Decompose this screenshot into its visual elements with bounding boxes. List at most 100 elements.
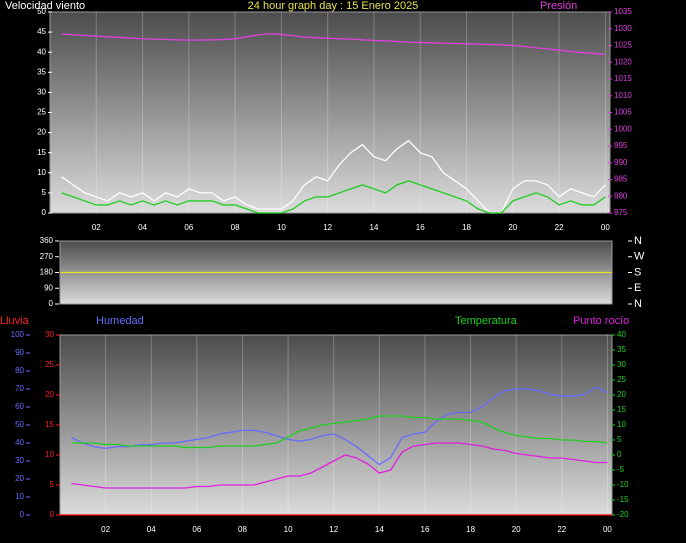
y2-tick-label: 1005 <box>614 108 632 117</box>
y3-tick-label: 0 <box>50 510 55 519</box>
legend-label: Lluvia <box>0 315 30 327</box>
y-tick-label: 10 <box>37 168 46 177</box>
y2-tick-label: -10 <box>617 480 629 489</box>
y-tick-label: 30 <box>15 456 24 465</box>
y2-tick-label: 980 <box>614 191 628 200</box>
y2-tick-label: 30 <box>617 360 626 369</box>
x-tick-label: 04 <box>147 525 156 534</box>
x-tick-label: 08 <box>238 525 247 534</box>
y2-tick-label: 1010 <box>614 91 632 100</box>
plot-area <box>59 334 613 516</box>
legend-label: Punto rocío <box>573 315 629 327</box>
y2-tick-label: W <box>634 251 645 263</box>
x-tick-label: 02 <box>101 525 110 534</box>
y3-tick-label: 30 <box>45 330 54 339</box>
x-tick-label: 12 <box>323 223 332 232</box>
y-tick-label: 50 <box>37 7 46 16</box>
y-tick-label: 70 <box>15 384 24 393</box>
y-tick-label: 50 <box>15 420 24 429</box>
y2-tick-label: N <box>634 235 642 247</box>
y-tick-label: 0 <box>49 299 54 308</box>
y-tick-label: 35 <box>37 67 46 76</box>
plot-area <box>49 11 611 214</box>
y-tick-label: 10 <box>15 492 24 501</box>
x-tick-label: 06 <box>192 525 201 534</box>
legend-label: Humedad <box>96 315 144 327</box>
legend-label: Velocidad viento <box>5 0 85 12</box>
x-tick-label: 14 <box>370 223 379 232</box>
y2-tick-label: 25 <box>617 375 626 384</box>
y2-tick-label: 995 <box>614 141 628 150</box>
y-tick-label: 90 <box>15 348 24 357</box>
y2-tick-label: E <box>634 282 641 294</box>
x-tick-label: 14 <box>375 525 384 534</box>
y2-tick-label: 1020 <box>614 57 632 66</box>
y2-tick-label: 975 <box>614 208 628 217</box>
x-tick-label: 00 <box>603 525 612 534</box>
series-line <box>71 442 608 489</box>
series-line <box>71 386 608 466</box>
y2-tick-label: -5 <box>617 465 625 474</box>
x-tick-label: 22 <box>555 223 564 232</box>
y-tick-label: 270 <box>40 252 54 261</box>
x-tick-label: 16 <box>416 223 425 232</box>
y2-tick-label: N <box>634 298 642 310</box>
y3-tick-label: 15 <box>45 420 54 429</box>
y-tick-label: 45 <box>37 27 46 36</box>
y-tick-label: 100 <box>11 330 25 339</box>
chart-title: 24 hour graph day : 15 Enero 2025 <box>248 0 419 12</box>
y2-tick-label: 0 <box>617 450 622 459</box>
x-tick-label: 06 <box>184 223 193 232</box>
x-tick-label: 02 <box>92 223 101 232</box>
y3-tick-label: 20 <box>45 390 54 399</box>
x-tick-label: 18 <box>462 223 471 232</box>
y-tick-label: 80 <box>15 366 24 375</box>
y-tick-label: 90 <box>44 283 53 292</box>
y-tick-label: 60 <box>15 402 24 411</box>
y2-tick-label: 10 <box>617 420 626 429</box>
y-tick-label: 5 <box>42 188 47 197</box>
y2-tick-label: 985 <box>614 175 628 184</box>
y2-tick-label: 1030 <box>614 24 632 33</box>
y-tick-label: 360 <box>40 236 54 245</box>
y-tick-label: 0 <box>20 510 25 519</box>
y2-tick-label: 1025 <box>614 41 632 50</box>
y3-tick-label: 25 <box>45 360 54 369</box>
x-tick-label: 08 <box>231 223 240 232</box>
y2-tick-label: S <box>634 266 641 278</box>
series-line <box>61 33 606 56</box>
x-tick-label: 10 <box>284 525 293 534</box>
y2-tick-label: -15 <box>617 495 629 504</box>
x-tick-label: 20 <box>508 223 517 232</box>
y2-tick-label: 20 <box>617 390 626 399</box>
y2-tick-label: 15 <box>617 405 626 414</box>
legend-label: Temperatura <box>455 315 518 327</box>
y-tick-label: 20 <box>15 474 24 483</box>
y-tick-label: 0 <box>42 208 47 217</box>
y-tick-label: 25 <box>37 108 46 117</box>
y3-tick-label: 10 <box>45 450 54 459</box>
y-tick-label: 180 <box>40 268 54 277</box>
y2-tick-label: 990 <box>614 158 628 167</box>
y-tick-label: 30 <box>37 88 46 97</box>
legend-label: Presión <box>540 0 577 12</box>
y2-tick-label: 1035 <box>614 7 632 16</box>
x-tick-label: 18 <box>466 525 475 534</box>
y2-tick-label: 35 <box>617 345 626 354</box>
y2-tick-label: -20 <box>617 510 629 519</box>
series-line <box>61 180 606 214</box>
y-tick-label: 40 <box>37 47 46 56</box>
y2-tick-label: 1000 <box>614 124 632 133</box>
x-tick-label: 20 <box>512 525 521 534</box>
y3-tick-label: 5 <box>50 480 55 489</box>
y2-tick-label: 40 <box>617 330 626 339</box>
x-tick-label: 00 <box>601 223 610 232</box>
x-tick-label: 22 <box>557 525 566 534</box>
y-tick-label: 15 <box>37 148 46 157</box>
y-tick-label: 20 <box>37 128 46 137</box>
x-tick-label: 10 <box>277 223 286 232</box>
y-tick-label: 40 <box>15 438 24 447</box>
y2-tick-label: 1015 <box>614 74 632 83</box>
